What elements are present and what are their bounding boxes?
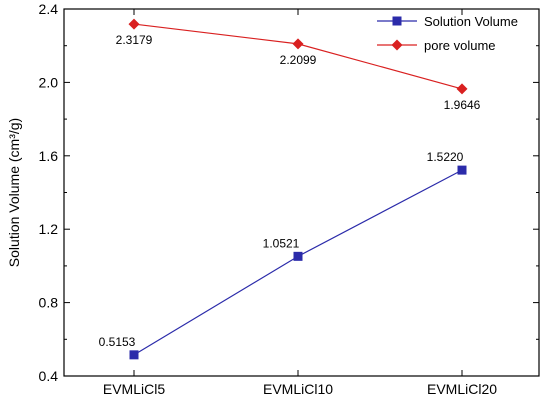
- y-tick-label: 1.6: [39, 148, 59, 164]
- x-tick-label: EVMLiCl5: [103, 381, 165, 397]
- y-tick-label: 0.4: [39, 368, 59, 384]
- x-tick-label: EVMLiCl20: [427, 381, 497, 397]
- axes: 0.4 0.8 1.2 1.6 2.0 2.4 EVMLiCl5 EVMLiCl10 EVMLi…: [6, 1, 540, 397]
- data-point: [292, 38, 304, 50]
- legend-marker: [391, 39, 403, 51]
- data-label: 2.2099: [280, 53, 317, 67]
- legend-entry: Solution Volume: [424, 14, 518, 29]
- legend-marker: [392, 16, 402, 26]
- data-label: 1.5220: [427, 150, 464, 164]
- series-lines: [133, 23, 463, 356]
- series-line-solution-volume: [133, 169, 463, 356]
- data-point: [129, 350, 139, 360]
- data-labels: 0.5153 1.0521 1.5220 2.3179 2.2099 1.9646: [99, 33, 481, 349]
- data-label: 2.3179: [116, 33, 153, 47]
- series-markers: [128, 18, 468, 360]
- data-label: 0.5153: [99, 335, 136, 349]
- legend-entry: pore volume: [424, 38, 496, 53]
- y-tick-label: 2.0: [39, 74, 59, 90]
- legend: Solution Volume pore volume: [377, 14, 518, 53]
- data-label: 1.0521: [263, 236, 300, 250]
- y-tick-label: 1.2: [39, 221, 59, 237]
- data-label: 1.9646: [444, 98, 481, 112]
- x-tick-label: EVMLiCl10: [263, 381, 333, 397]
- y-axis-title: Solution Volume (cm³/g): [6, 118, 22, 267]
- data-point: [456, 83, 468, 95]
- data-point: [293, 251, 303, 261]
- y-tick-label: 2.4: [39, 1, 59, 17]
- y-tick-label: 0.8: [39, 295, 59, 311]
- data-point: [128, 18, 140, 30]
- data-point: [457, 165, 467, 175]
